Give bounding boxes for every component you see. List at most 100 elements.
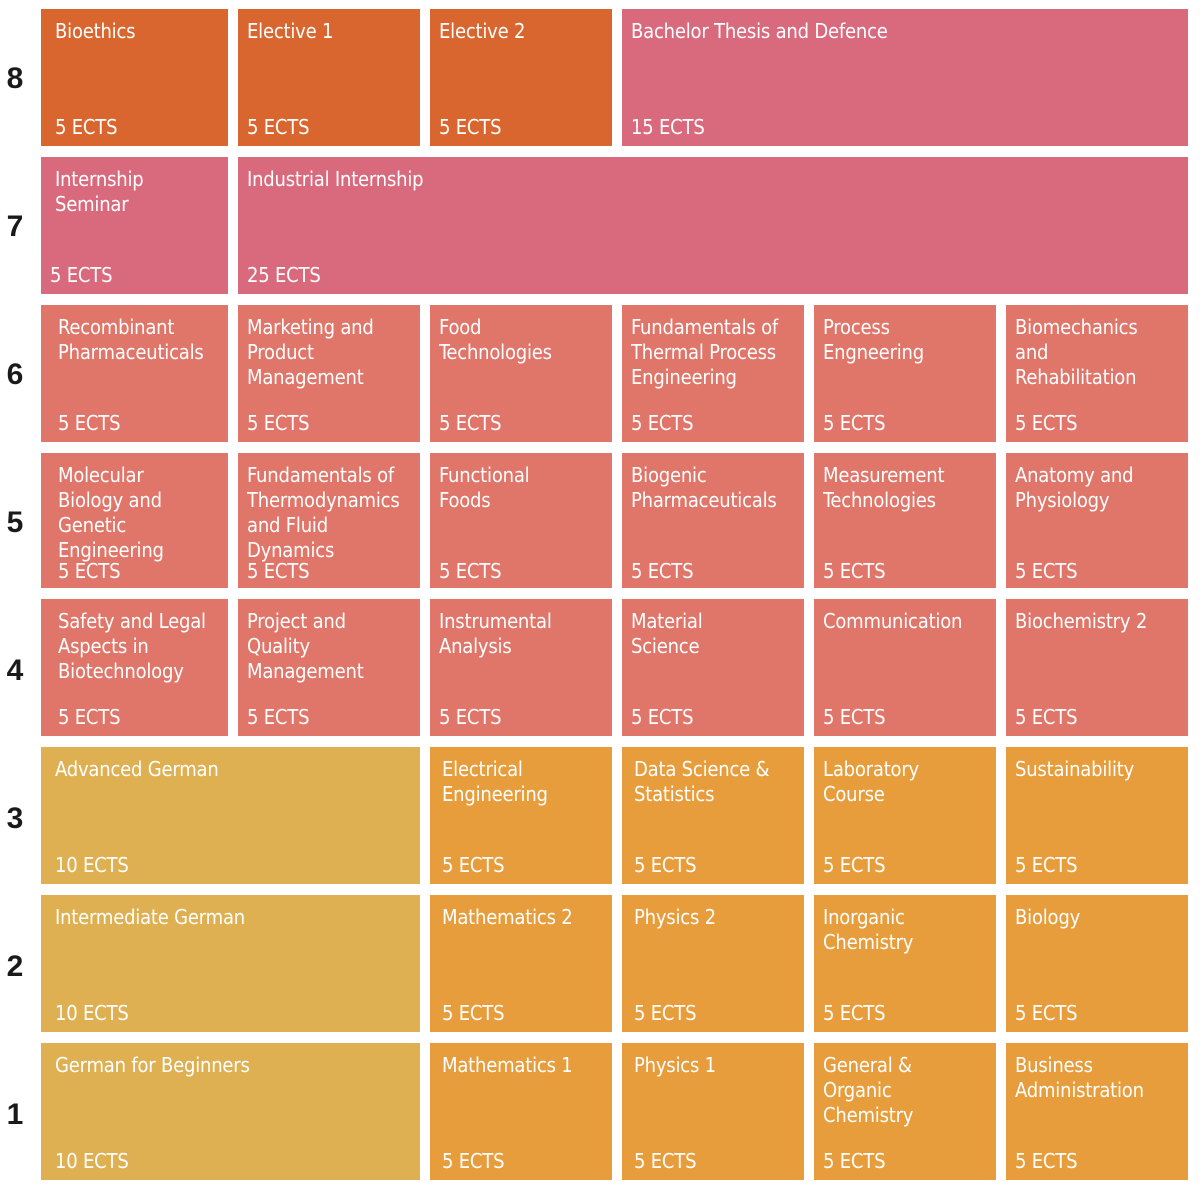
semester-label-2: 2: [6, 950, 24, 983]
course-title: Physics 2: [634, 905, 716, 929]
course-ects: 5 ECTS: [439, 705, 502, 729]
course-title: Measurement Technologies: [823, 463, 945, 512]
course-title: Mathematics 1: [442, 1053, 573, 1077]
course-title: Data Science & Statistics: [634, 757, 770, 806]
course-communication[interactable]: Communication 5 ECTS: [814, 599, 996, 736]
course-title: Anatomy and Physiology: [1015, 463, 1134, 512]
course-ects: 5 ECTS: [50, 263, 113, 287]
course-ects: 5 ECTS: [1015, 705, 1078, 729]
course-title: Project and Quality Management: [247, 609, 364, 683]
course-elective-2[interactable]: Elective 2 5 ECTS: [430, 9, 612, 146]
course-measurement-technologies[interactable]: Measurement Technologies 5 ECTS: [814, 453, 996, 588]
course-ects: 5 ECTS: [442, 1001, 505, 1025]
course-title: Biomechanics and Rehabilitation: [1015, 315, 1138, 389]
course-title: German for Beginners: [55, 1053, 250, 1077]
course-elective-1[interactable]: Elective 1 5 ECTS: [238, 9, 420, 146]
course-material-science[interactable]: Material Science 5 ECTS: [622, 599, 804, 736]
course-title: Advanced German: [55, 757, 219, 781]
course-ects: 5 ECTS: [58, 411, 121, 435]
course-ects: 5 ECTS: [823, 853, 886, 877]
course-inorganic-chemistry[interactable]: Inorganic Chemistry 5 ECTS: [814, 895, 996, 1032]
course-mathematics-2[interactable]: Mathematics 2 5 ECTS: [430, 895, 612, 1032]
course-project-quality-management[interactable]: Project and Quality Management 5 ECTS: [238, 599, 420, 736]
course-process-engineering[interactable]: Process Engneering 5 ECTS: [814, 305, 996, 442]
course-ects: 5 ECTS: [823, 1149, 886, 1173]
course-ects: 5 ECTS: [58, 705, 121, 729]
course-title: Electrical Engineering: [442, 757, 548, 806]
course-ects: 5 ECTS: [823, 705, 886, 729]
course-ects: 15 ECTS: [631, 115, 705, 139]
course-general-organic-chemistry[interactable]: General & Organic Chemistry 5 ECTS: [814, 1043, 996, 1180]
course-biochemistry-2[interactable]: Biochemistry 2 5 ECTS: [1006, 599, 1188, 736]
semester-label-4: 4: [6, 654, 24, 687]
course-physics-2[interactable]: Physics 2 5 ECTS: [622, 895, 804, 1032]
course-german-for-beginners[interactable]: German for Beginners 10 ECTS: [41, 1043, 420, 1180]
course-thermal-process-engineering[interactable]: Fundamentals of Thermal Process Engineer…: [622, 305, 804, 442]
course-ects: 5 ECTS: [439, 115, 502, 139]
course-instrumental-analysis[interactable]: Instrumental Analysis 5 ECTS: [430, 599, 612, 736]
course-ects: 5 ECTS: [439, 411, 502, 435]
course-ects: 5 ECTS: [634, 1149, 697, 1173]
course-electrical-engineering[interactable]: Electrical Engineering 5 ECTS: [430, 747, 612, 884]
course-mathematics-1[interactable]: Mathematics 1 5 ECTS: [430, 1043, 612, 1180]
course-title: Fundamentals of Thermal Process Engineer…: [631, 315, 779, 389]
course-marketing-product-management[interactable]: Marketing and Product Management 5 ECTS: [238, 305, 420, 442]
course-title: Biology: [1015, 905, 1081, 929]
course-bachelor-thesis[interactable]: Bachelor Thesis and Defence 15 ECTS: [622, 9, 1188, 146]
course-business-administration[interactable]: Business Administration 5 ECTS: [1006, 1043, 1188, 1180]
course-thermodynamics-fluid-dynamics[interactable]: Fundamentals of Thermodynamics and Fluid…: [238, 453, 420, 588]
course-advanced-german[interactable]: Advanced German 10 ECTS: [41, 747, 420, 884]
course-ects: 5 ECTS: [1015, 853, 1078, 877]
course-title: Biochemistry 2: [1015, 609, 1148, 633]
course-title: Mathematics 2: [442, 905, 573, 929]
course-data-science-statistics[interactable]: Data Science & Statistics 5 ECTS: [622, 747, 804, 884]
course-title: Industrial Internship: [247, 167, 424, 191]
course-title: Business Administration: [1015, 1053, 1144, 1102]
course-ects: 5 ECTS: [1015, 559, 1078, 583]
course-bioethics[interactable]: Bioethics 5 ECTS: [41, 9, 228, 146]
course-title: Food Technologies: [439, 315, 552, 364]
course-ects: 10 ECTS: [55, 853, 129, 877]
semester-label-5: 5: [6, 506, 24, 539]
course-ects: 5 ECTS: [247, 705, 310, 729]
course-title: Bioethics: [55, 19, 136, 43]
course-ects: 5 ECTS: [55, 115, 118, 139]
course-anatomy-physiology[interactable]: Anatomy and Physiology 5 ECTS: [1006, 453, 1188, 588]
course-recombinant-pharmaceuticals[interactable]: Recombinant Pharmaceuticals 5 ECTS: [41, 305, 228, 442]
course-molecular-biology[interactable]: Molecular Biology and Genetic Engineerin…: [41, 453, 228, 588]
course-functional-foods[interactable]: Functional Foods 5 ECTS: [430, 453, 612, 588]
course-title: Inorganic Chemistry: [823, 905, 914, 954]
course-biomechanics-rehabilitation[interactable]: Biomechanics and Rehabilitation 5 ECTS: [1006, 305, 1188, 442]
semester-label-1: 1: [6, 1098, 24, 1131]
course-biology[interactable]: Biology 5 ECTS: [1006, 895, 1188, 1032]
course-title: Elective 2: [439, 19, 526, 43]
course-title: Molecular Biology and Genetic Engineerin…: [58, 463, 164, 562]
course-safety-legal-aspects[interactable]: Safety and Legal Aspects in Biotechnolog…: [41, 599, 228, 736]
course-title: General & Organic Chemistry: [823, 1053, 914, 1127]
course-intermediate-german[interactable]: Intermediate German 10 ECTS: [41, 895, 420, 1032]
course-ects: 5 ECTS: [634, 853, 697, 877]
course-physics-1[interactable]: Physics 1 5 ECTS: [622, 1043, 804, 1180]
course-biogenic-pharmaceuticals[interactable]: Biogenic Pharmaceuticals 5 ECTS: [622, 453, 804, 588]
course-ects: 5 ECTS: [442, 853, 505, 877]
course-ects: 10 ECTS: [55, 1149, 129, 1173]
course-industrial-internship[interactable]: Industrial Internship 25 ECTS: [238, 157, 1188, 294]
course-title: Internship Seminar: [55, 167, 144, 216]
course-internship-seminar[interactable]: Internship Seminar 5 ECTS: [41, 157, 228, 294]
course-ects: 5 ECTS: [247, 559, 310, 583]
course-ects: 5 ECTS: [631, 559, 694, 583]
course-sustainability[interactable]: Sustainability 5 ECTS: [1006, 747, 1188, 884]
course-title: Functional Foods: [439, 463, 530, 512]
semester-label-6: 6: [6, 358, 24, 391]
course-food-technologies[interactable]: Food Technologies 5 ECTS: [430, 305, 612, 442]
course-ects: 5 ECTS: [1015, 411, 1078, 435]
course-ects: 5 ECTS: [823, 411, 886, 435]
course-ects: 5 ECTS: [823, 559, 886, 583]
course-title: Bachelor Thesis and Defence: [631, 19, 888, 43]
course-laboratory-course[interactable]: Laboratory Course 5 ECTS: [814, 747, 996, 884]
course-ects: 25 ECTS: [247, 263, 321, 287]
course-title: Fundamentals of Thermodynamics and Fluid…: [247, 463, 400, 562]
course-title: Physics 1: [634, 1053, 716, 1077]
course-ects: 5 ECTS: [1015, 1149, 1078, 1173]
course-title: Recombinant Pharmaceuticals: [58, 315, 204, 364]
